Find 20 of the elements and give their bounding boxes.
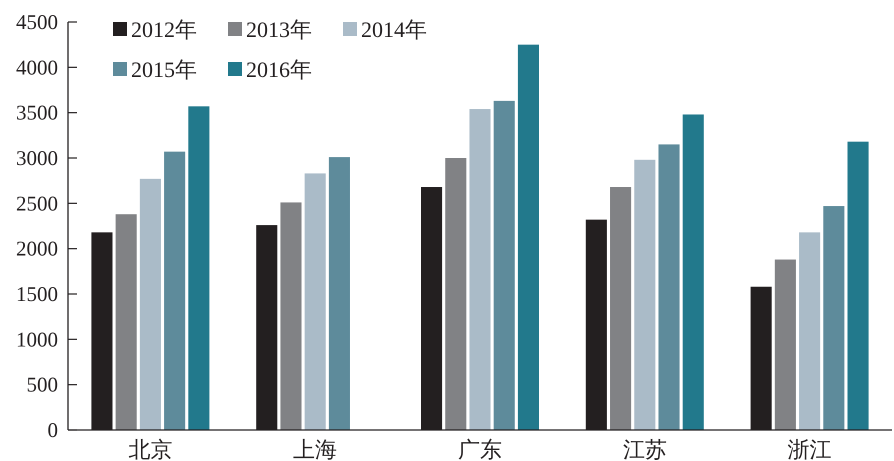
y-tick-label: 500 — [26, 372, 58, 397]
x-tick-label: 江苏 — [622, 437, 667, 461]
y-tick-label: 1500 — [16, 282, 58, 306]
x-tick-label: 浙江 — [788, 437, 832, 461]
y-tick-label: 3000 — [16, 146, 58, 170]
legend-label: 2014年 — [361, 17, 427, 42]
x-tick-label: 北京 — [128, 437, 172, 461]
legend-label: 2016年 — [246, 57, 312, 82]
y-tick-label: 4500 — [16, 10, 58, 34]
y-tick-label: 1000 — [16, 327, 58, 352]
y-tick-label: 3500 — [16, 100, 58, 125]
y-tick-label: 2500 — [16, 191, 58, 216]
legend-label: 2015年 — [131, 57, 197, 82]
legend-label: 2013年 — [246, 17, 312, 42]
x-tick-label: 上海 — [293, 437, 338, 461]
legend-label: 2012年 — [131, 17, 197, 42]
x-tick-label: 广东 — [458, 437, 502, 461]
y-tick-label: 4000 — [16, 55, 58, 80]
y-tick-label: 2000 — [16, 236, 58, 261]
y-tick-label: 0 — [48, 418, 58, 442]
